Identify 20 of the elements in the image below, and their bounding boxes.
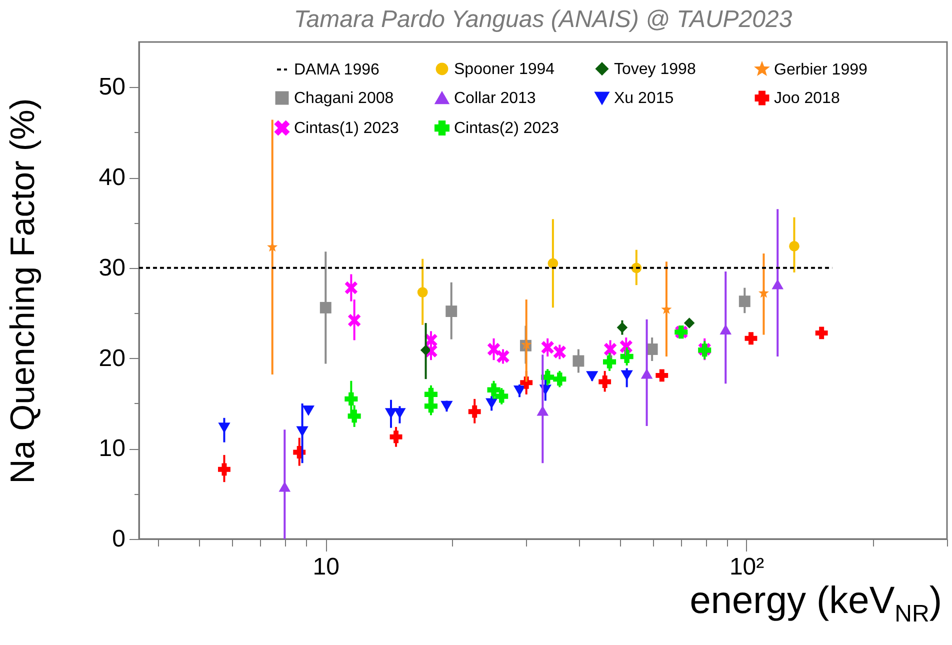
legend-label: Cintas(1) 2023 (294, 120, 400, 137)
chart-title: Tamara Pardo Yanguas (ANAIS) @ TAUP2023 (294, 6, 793, 33)
legend-label: Chagani 2008 (294, 90, 394, 107)
y-tick-label: 40 (98, 164, 126, 192)
x-axis-title: energy (keV$_{NR}$) (690, 580, 942, 629)
y-tick-label: 50 (98, 74, 126, 101)
y-tick-label: 10 (98, 435, 126, 462)
legend-label: Collar 2013 (454, 90, 536, 107)
legend-label: Xu 2015 (614, 90, 674, 107)
y-tick-label: 0 (112, 526, 126, 552)
legend-label: Cintas(2) 2023 (454, 120, 560, 137)
y-tick-label: 30 (98, 254, 126, 282)
y-tick-label: 20 (98, 344, 126, 372)
legend-label: DAMA 1996 (294, 62, 380, 78)
y-axis-title: Na Quenching Factor (%) (4, 98, 42, 484)
x-tick-label: 10² (729, 554, 764, 580)
legend-label: Joo 2018 (774, 90, 840, 107)
legend-label: Tovey 1998 (614, 60, 696, 78)
legend-label: Gerbier 1999 (774, 61, 868, 78)
legend-label: Spooner 1994 (454, 60, 555, 78)
